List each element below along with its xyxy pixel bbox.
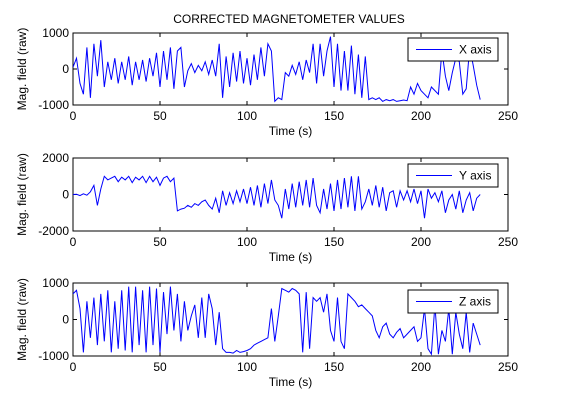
x-tick-label: 50 [153, 235, 167, 249]
y-tick-label: 0 [62, 313, 69, 327]
x-tick-label: 250 [498, 360, 518, 374]
y-tick-label: 2000 [42, 151, 69, 165]
x-tick-label: 100 [237, 360, 257, 374]
legend-label: Z axis [459, 295, 491, 309]
x-tick-label: 200 [411, 109, 431, 123]
legend-box [407, 37, 499, 62]
y-axis-label: Mag. field (raw) [15, 278, 29, 361]
y-tick-label: 0 [62, 188, 69, 202]
x-axis-label: Time (s) [269, 375, 313, 389]
y-tick-label: -1000 [38, 98, 69, 112]
x-tick-label: 0 [70, 109, 77, 123]
legend-label: X axis [459, 43, 492, 57]
x-axis-label: Time (s) [269, 250, 313, 264]
x-tick-label: 200 [411, 360, 431, 374]
x-tick-label: 0 [70, 235, 77, 249]
x-tick-label: 100 [237, 109, 257, 123]
x-tick-label: 150 [324, 109, 344, 123]
series-line-x-axis [73, 36, 481, 103]
x-tick-label: 250 [498, 235, 518, 249]
y-tick-label: 1000 [42, 26, 69, 40]
x-tick-label: 50 [153, 360, 167, 374]
y-tick-label: 1000 [42, 276, 69, 290]
x-tick-label: 150 [324, 235, 344, 249]
y-axis-label: Mag. field (raw) [15, 28, 29, 111]
y-tick-label: -2000 [38, 224, 69, 238]
x-tick-label: 0 [70, 360, 77, 374]
legend-box [407, 289, 499, 314]
x-tick-label: 150 [324, 360, 344, 374]
x-tick-label: 100 [237, 235, 257, 249]
x-tick-label: 50 [153, 109, 167, 123]
x-tick-label: 250 [498, 109, 518, 123]
y-tick-label: 0 [62, 62, 69, 76]
figure-title: CORRECTED MAGNETOMETER VALUES [173, 12, 405, 26]
series-line-z-axis [73, 286, 481, 356]
series-line-y-axis [73, 175, 481, 219]
y-tick-label: -1000 [38, 349, 69, 363]
legend-box [407, 163, 499, 188]
legend-label: Y axis [459, 169, 491, 183]
legend: Z axis [407, 289, 499, 314]
x-axis-label: Time (s) [269, 124, 313, 138]
y-axis-label: Mag. field (raw) [15, 153, 29, 236]
x-tick-label: 200 [411, 235, 431, 249]
legend: Y axis [407, 163, 499, 188]
legend: X axis [407, 37, 499, 62]
